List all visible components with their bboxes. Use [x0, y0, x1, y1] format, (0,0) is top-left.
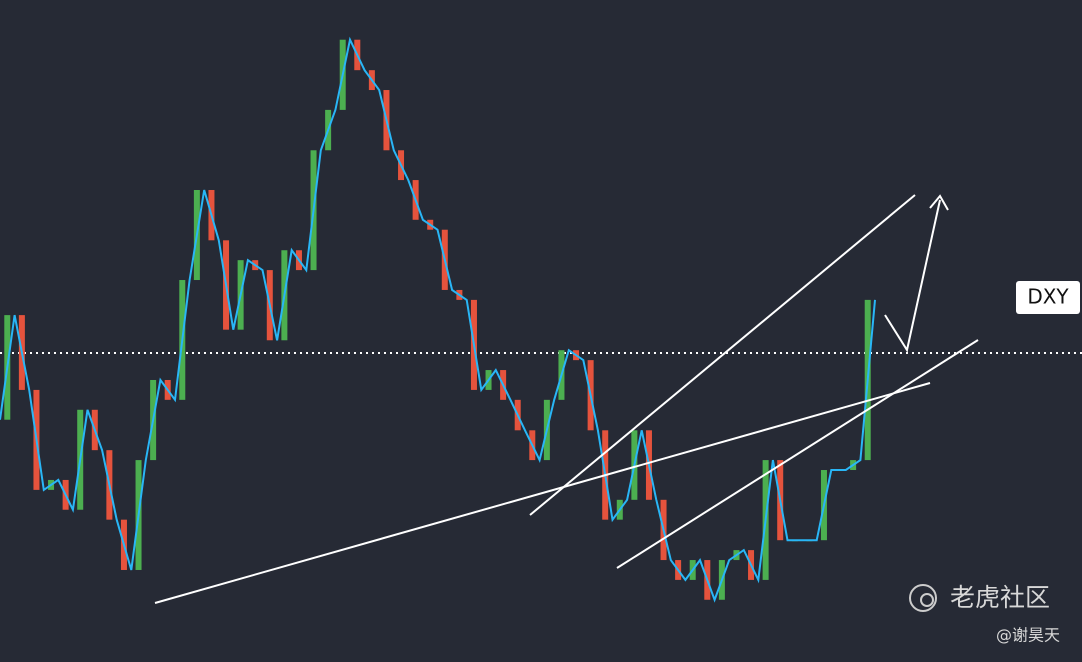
brand: 老虎社区 — [950, 583, 1050, 612]
trend-lines — [154, 194, 979, 604]
trend-line — [529, 194, 916, 516]
plot — [0, 36, 876, 603]
arrow-head — [929, 194, 949, 211]
symbol-label: DXY — [1027, 285, 1069, 309]
logo — [909, 584, 937, 612]
logo — [920, 593, 934, 607]
trend-line — [154, 382, 931, 604]
watermark: 老虎社区 @谢昊天 — [909, 583, 1060, 645]
author: @谢昊天 — [996, 626, 1060, 645]
label-box — [1016, 281, 1080, 314]
trend-line — [616, 339, 979, 569]
price-line — [0, 36, 876, 603]
projection-arrow — [884, 199, 941, 353]
